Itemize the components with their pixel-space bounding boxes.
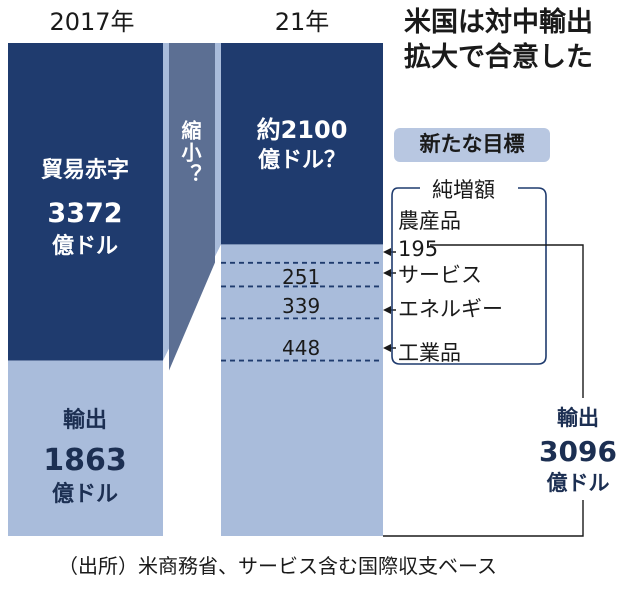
- item-value-industry: 448: [282, 336, 321, 360]
- deficit-2017-unit: 億ドル: [51, 234, 118, 259]
- target-badge: [394, 128, 550, 162]
- export-2017-label: 輸出: [62, 408, 107, 433]
- category-label-2017: 2017年: [49, 8, 135, 36]
- export-2021-value: 3096: [539, 435, 617, 468]
- chart-title-line1: 米国は対中輸出: [404, 7, 593, 38]
- total-bracket-top: [430, 244, 584, 398]
- source-note: （出所）米商務省、サービス含む国際収支ベース: [58, 554, 497, 578]
- deficit-2021-unit: 億ドル？: [257, 148, 346, 173]
- shrink-label: 縮小？: [178, 120, 202, 186]
- export-2017-unit: 億ドル: [51, 482, 118, 507]
- deficit-2017-label: 貿易赤字: [40, 158, 129, 183]
- item-name-energy: エネルギー: [398, 297, 503, 321]
- item-value-energy: 339: [282, 294, 321, 318]
- deficit-2021-value: 約2100: [256, 116, 348, 144]
- category-label-2021: 21年: [274, 8, 330, 36]
- export-2021-unit: 億ドル: [546, 471, 610, 495]
- item-arrow-head-1: [383, 269, 391, 277]
- item-arrow-head-0: [383, 248, 391, 256]
- item-arrow-head-2: [383, 306, 391, 314]
- bar-deficit-2017: [8, 43, 163, 361]
- item-name-industry: 工業品: [398, 341, 461, 365]
- target-subtitle: 純増額: [432, 178, 495, 202]
- target-bracket: [391, 187, 547, 365]
- item-name-agri: 農産品: [398, 209, 461, 233]
- bar-export-2017: [8, 360, 163, 536]
- shrink-connector-band: [169, 43, 215, 371]
- chart-title-line2: 拡大で合意した: [404, 42, 593, 73]
- total-bracket-bottom: [383, 500, 584, 537]
- item-name-service: サービス: [398, 263, 482, 287]
- item-arrow-head-3: [383, 344, 391, 352]
- export-2017-value: 1863: [43, 443, 127, 478]
- item-value-service: 251: [282, 265, 321, 289]
- deficit-2017-value: 3372: [47, 198, 123, 229]
- bar-deficit-2021: [221, 43, 383, 245]
- export-2021-label: 輸出: [557, 406, 599, 430]
- item-value-agri: 195: [398, 237, 439, 261]
- target-badge-text: 新たな目標: [419, 132, 525, 156]
- bar-export-2021: [221, 244, 383, 537]
